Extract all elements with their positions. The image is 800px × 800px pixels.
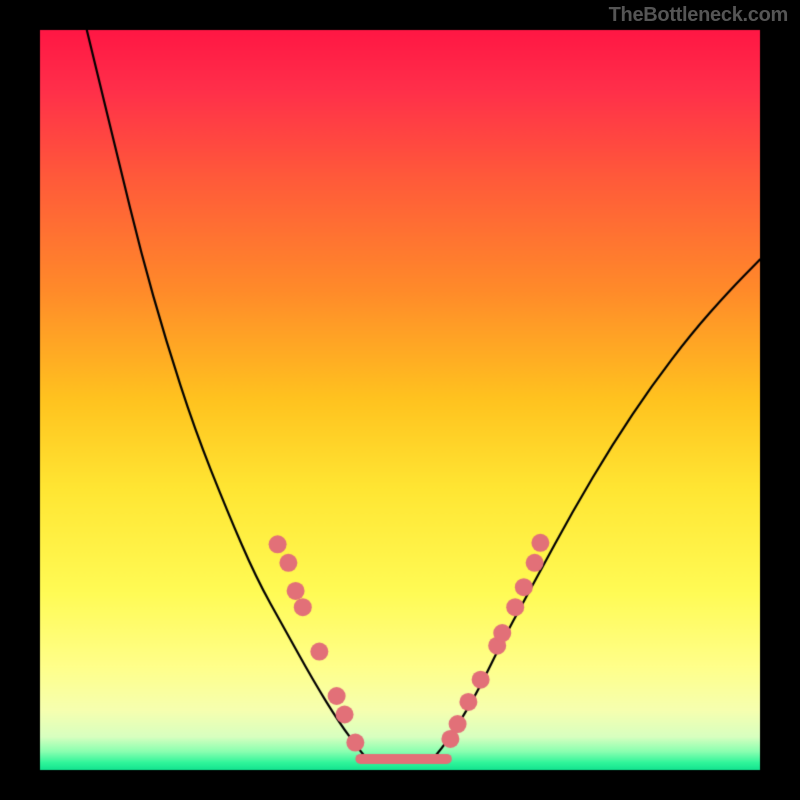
chart-stage: TheBottleneck.com (0, 0, 800, 800)
bottleneck-v-curve-chart (0, 0, 800, 800)
